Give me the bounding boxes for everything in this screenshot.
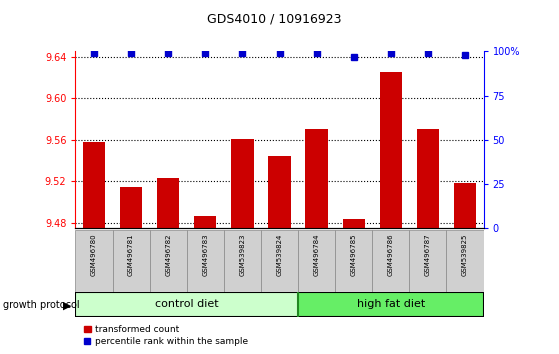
Text: GSM539823: GSM539823 (239, 233, 245, 276)
Text: ▶: ▶ (63, 300, 72, 310)
Text: high fat diet: high fat diet (357, 299, 425, 309)
Bar (261, 230, 298, 292)
Bar (335, 230, 372, 292)
Text: GSM496781: GSM496781 (128, 233, 134, 276)
Text: GSM496785: GSM496785 (350, 233, 357, 276)
Bar (343, 219, 365, 228)
Text: GSM539825: GSM539825 (462, 233, 468, 275)
Text: GDS4010 / 10916923: GDS4010 / 10916923 (207, 12, 341, 25)
Text: GSM496784: GSM496784 (314, 233, 320, 276)
Bar (447, 230, 484, 292)
Text: GSM496780: GSM496780 (91, 233, 97, 276)
Bar (268, 156, 291, 228)
Bar (454, 183, 476, 228)
Text: GSM539824: GSM539824 (277, 233, 282, 275)
Text: GSM496786: GSM496786 (388, 233, 394, 276)
Bar (187, 230, 224, 292)
Bar (380, 72, 402, 228)
Bar (194, 216, 216, 228)
Text: growth protocol: growth protocol (3, 300, 79, 310)
Bar (409, 230, 447, 292)
Bar (372, 230, 409, 292)
Bar (157, 178, 179, 228)
Text: control diet: control diet (155, 299, 219, 309)
Bar (298, 230, 335, 292)
Bar (305, 130, 328, 228)
Text: GSM496787: GSM496787 (425, 233, 431, 276)
Bar (224, 230, 261, 292)
Bar (298, 292, 484, 317)
Bar (75, 292, 298, 317)
Bar (231, 139, 254, 228)
Bar (417, 130, 439, 228)
Bar (83, 142, 105, 228)
Bar (112, 230, 150, 292)
Text: GSM496783: GSM496783 (202, 233, 209, 276)
Legend: transformed count, percentile rank within the sample: transformed count, percentile rank withi… (80, 321, 252, 349)
Bar (75, 230, 112, 292)
Bar (120, 187, 142, 228)
Text: GSM496782: GSM496782 (165, 233, 171, 276)
Bar (150, 230, 187, 292)
